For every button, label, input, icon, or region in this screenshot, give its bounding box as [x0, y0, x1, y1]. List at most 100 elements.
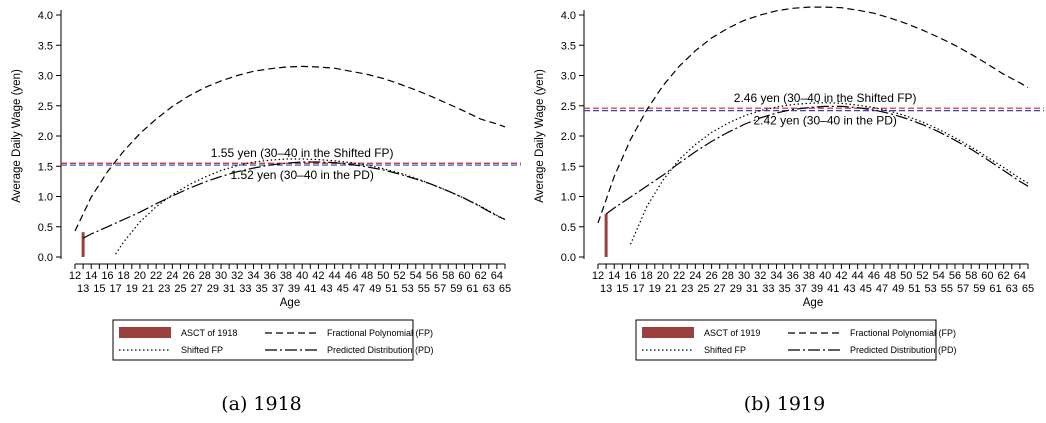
x-tick-label: 47 [876, 283, 888, 295]
x-tick-label: 26 [182, 270, 194, 282]
x-tick-label: 37 [272, 283, 284, 295]
y-tick-label: 2.5 [561, 101, 576, 113]
y-tick-label: 0.0 [38, 252, 53, 264]
x-tick-label: 16 [624, 270, 636, 282]
x-tick-label: 59 [450, 283, 462, 295]
y-axis-title: Average Daily Wage (yen) [534, 69, 546, 203]
y-tick-label: 4.0 [38, 10, 53, 22]
x-tick-label: 31 [223, 283, 235, 295]
x-tick-label: 54 [410, 270, 422, 282]
series-line-dash [597, 6, 1029, 224]
x-tick-label: 38 [280, 270, 292, 282]
x-tick-label: 21 [665, 283, 677, 295]
legend-swatch [119, 327, 171, 338]
x-tick-label: 22 [673, 270, 685, 282]
x-tick-label: 65 [499, 283, 511, 295]
x-tick-label: 28 [199, 270, 211, 282]
x-axis-title: Age [803, 297, 823, 309]
chart-caption: (a) 1918 [221, 393, 302, 415]
x-tick-label: 25 [174, 283, 186, 295]
legend-label: Predicted Distribution (PD) [327, 345, 434, 355]
x-tick-label: 15 [616, 283, 628, 295]
x-tick-label: 33 [762, 283, 774, 295]
asct-bar [604, 214, 608, 257]
x-tick-label: 44 [851, 270, 863, 282]
x-tick-label: 55 [418, 283, 430, 295]
x-tick-label: 40 [819, 270, 831, 282]
x-tick-label: 14 [85, 270, 97, 282]
x-tick-label: 43 [843, 283, 855, 295]
x-tick-label: 23 [158, 283, 170, 295]
x-tick-label: 47 [353, 283, 365, 295]
x-tick-label: 15 [93, 283, 105, 295]
x-tick-label: 55 [941, 283, 953, 295]
x-tick-label: 22 [150, 270, 162, 282]
x-tick-label: 35 [255, 283, 267, 295]
x-tick-label: 52 [916, 270, 928, 282]
chart-panel-1919: 0.0 0.5 1.0 1.5 2.0 2.5 3.0 3.5 4.0 Average Daily… [523, 0, 1046, 423]
legend-box [635, 319, 937, 361]
chart-svg: 0.0 0.5 1.0 1.5 2.0 2.5 3.0 3.5 4.0 Average Daily… [11, 10, 521, 361]
x-tick-label: 45 [860, 283, 872, 295]
x-tick-label: 56 [949, 270, 961, 282]
x-tick-label: 64 [1014, 270, 1026, 282]
x-tick-label: 50 [900, 270, 912, 282]
x-tick-label: 30 [738, 270, 750, 282]
y-tick-label: 3.5 [561, 40, 576, 52]
x-tick-label: 34 [247, 270, 259, 282]
x-tick-label: 12 [592, 270, 604, 282]
x-tick-label: 21 [142, 283, 154, 295]
x-tick-label: 27 [191, 283, 203, 295]
reference-label: 2.46 yen (30–40 in the Shifted FP) [734, 91, 917, 105]
x-tick-label: 56 [426, 270, 438, 282]
x-tick-label: 41 [304, 283, 316, 295]
legend-label: Predicted Distribution (PD) [850, 345, 957, 355]
x-tick-label: 59 [973, 283, 985, 295]
x-tick-label: 44 [328, 270, 340, 282]
x-tick-label: 64 [491, 270, 503, 282]
y-tick-label: 2.5 [38, 101, 53, 113]
legend-label: ASCT of 1919 [704, 328, 760, 338]
y-tick-label: 3.5 [38, 40, 53, 52]
x-tick-label: 38 [803, 270, 815, 282]
x-tick-label: 41 [827, 283, 839, 295]
x-tick-label: 65 [1022, 283, 1034, 295]
legend-label: Fractional Polynomial (FP) [850, 328, 956, 338]
y-tick-label: 1.0 [561, 192, 576, 204]
x-tick-label: 19 [126, 283, 138, 295]
x-tick-label: 39 [811, 283, 823, 295]
y-tick-label: 4.0 [561, 10, 576, 22]
legend-label: ASCT of 1918 [181, 328, 237, 338]
x-tick-label: 29 [730, 283, 742, 295]
x-tick-label: 24 [166, 270, 178, 282]
x-tick-label: 62 [475, 270, 487, 282]
x-tick-label: 52 [393, 270, 405, 282]
x-tick-label: 23 [681, 283, 693, 295]
x-tick-label: 25 [697, 283, 709, 295]
x-tick-label: 50 [377, 270, 389, 282]
x-tick-label: 32 [754, 270, 766, 282]
x-tick-label: 31 [746, 283, 758, 295]
x-tick-label: 37 [795, 283, 807, 295]
x-tick-label: 46 [345, 270, 357, 282]
x-tick-label: 45 [337, 283, 349, 295]
x-tick-label: 57 [434, 283, 446, 295]
x-tick-label: 51 [908, 283, 920, 295]
x-tick-label: 17 [632, 283, 644, 295]
series-line-dashdot [605, 105, 1029, 215]
y-tick-label: 1.0 [38, 192, 53, 204]
x-tick-label: 51 [385, 283, 397, 295]
x-tick-label: 62 [998, 270, 1010, 282]
x-tick-label: 14 [608, 270, 620, 282]
legend-label: Shifted FP [704, 345, 746, 355]
x-tick-label: 34 [770, 270, 782, 282]
x-axis-title: Age [280, 297, 300, 309]
x-tick-label: 32 [231, 270, 243, 282]
x-tick-label: 60 [981, 270, 993, 282]
x-tick-label: 13 [600, 283, 612, 295]
x-tick-label: 24 [689, 270, 701, 282]
x-tick-label: 58 [965, 270, 977, 282]
x-tick-label: 48 [884, 270, 896, 282]
legend-label: Shifted FP [181, 345, 223, 355]
x-tick-label: 18 [641, 270, 653, 282]
